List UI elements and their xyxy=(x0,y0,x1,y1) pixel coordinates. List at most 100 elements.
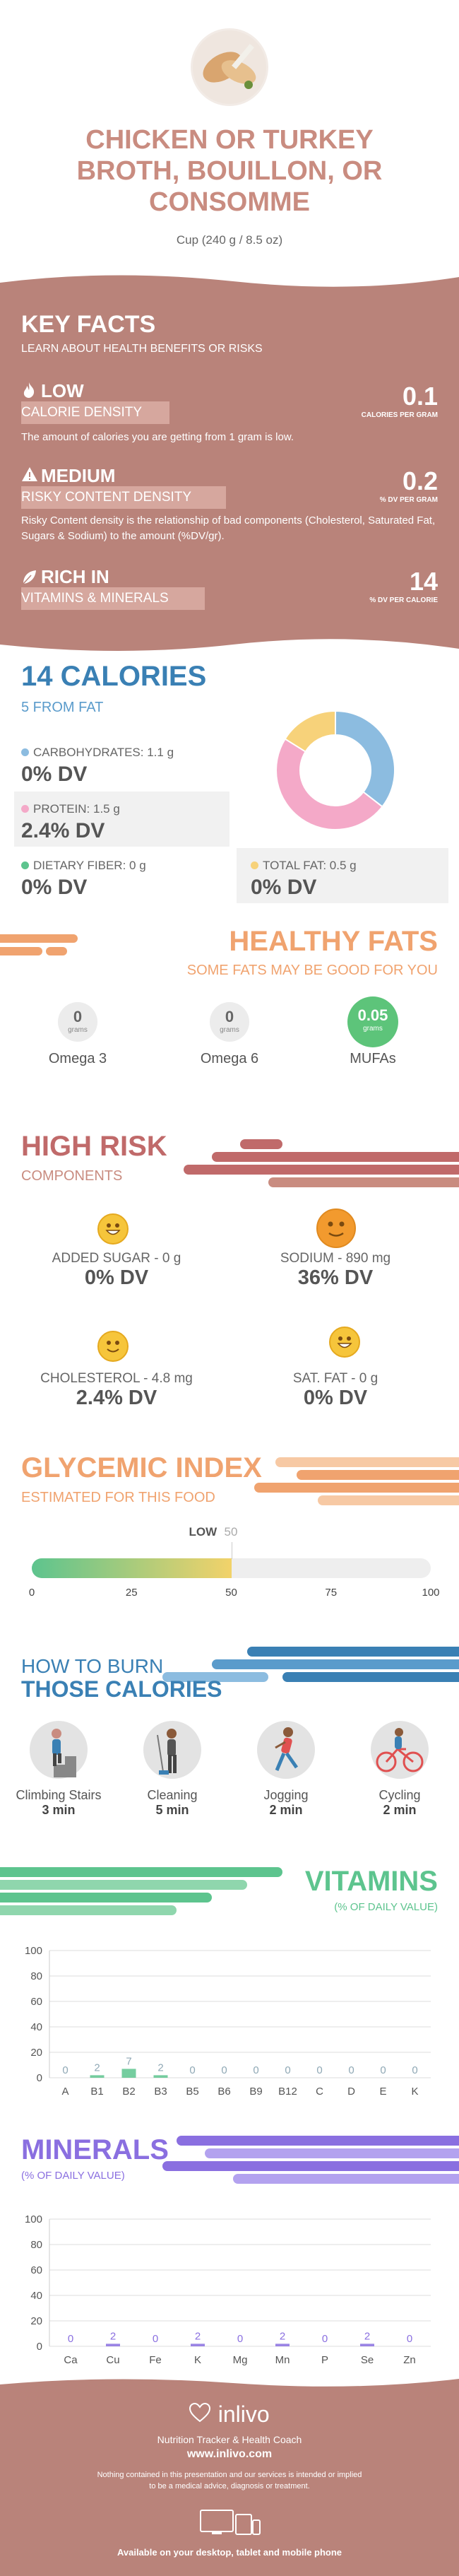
data-label: 0 xyxy=(62,2064,68,2076)
nutrient-dv: 2.4% DV xyxy=(21,819,105,842)
mufas-circle: 0.05 grams xyxy=(347,996,398,1047)
x-tick-label: E xyxy=(379,2086,386,2098)
grams-unit: grams xyxy=(68,1026,88,1034)
x-tick-label: Mg xyxy=(233,2354,248,2366)
activity-time: 2 min xyxy=(383,1803,417,1817)
x-tick-label: P xyxy=(321,2354,328,2366)
decor-stripe xyxy=(162,2161,459,2171)
data-label: 0 xyxy=(237,2333,243,2345)
x-tick-label: B5 xyxy=(186,2086,198,2098)
bar xyxy=(106,2343,120,2346)
activity-time: 5 min xyxy=(155,1803,189,1817)
glycemic-tick: 100 xyxy=(422,1587,440,1599)
key-facts-title: KEY FACTS xyxy=(21,311,156,338)
key-facts-subtitle: LEARN ABOUT HEALTH BENEFITS OR RISKS xyxy=(21,343,263,355)
risk-dv: 36% DV xyxy=(297,1266,374,1289)
nutrient-highlight xyxy=(14,792,230,847)
data-label: 0 xyxy=(348,2064,354,2076)
x-tick-label: K xyxy=(194,2354,201,2366)
warning-icon xyxy=(21,466,37,482)
rich-in-band: VITAMINS & MINERALS xyxy=(21,587,205,610)
y-tick-label: 0 xyxy=(37,2341,42,2353)
climbing-stairs-icon xyxy=(30,1721,88,1779)
risk-added-sugar: ADDED SUGAR - 0 g 0% DV xyxy=(11,1251,222,1290)
bar xyxy=(191,2343,205,2346)
glycemic-level: LOW xyxy=(189,1525,217,1539)
food-title-line-1: CHICKEN OR TURKEY xyxy=(85,125,374,155)
jogging-icon xyxy=(257,1721,315,1779)
fat-dot xyxy=(251,861,258,869)
omega6-value: 0 xyxy=(225,1008,234,1025)
activity-name: Jogging xyxy=(263,1788,309,1802)
donut-slice-carbohydrates xyxy=(335,710,395,808)
wave-divider xyxy=(0,639,459,657)
data-label: 0 xyxy=(316,2064,322,2076)
nutrient-dv: 0% DV xyxy=(251,876,317,899)
x-tick-label: B9 xyxy=(249,2086,262,2098)
wave-divider xyxy=(0,2375,459,2387)
calories-title: 14 CALORIES xyxy=(21,661,207,692)
bar xyxy=(360,2343,374,2346)
risk-label: SODIUM - 890 mg xyxy=(280,1251,391,1266)
vitamins-subtitle: (% OF DAILY VALUE) xyxy=(334,1901,438,1913)
risk-sodium: SODIUM - 890 mg 36% DV xyxy=(230,1251,441,1290)
decor-stripe xyxy=(254,1483,459,1493)
calorie-density-level: LOW xyxy=(41,380,84,401)
data-label: 2 xyxy=(195,2330,201,2342)
data-label: 2 xyxy=(110,2330,116,2342)
decor-stripe xyxy=(247,1647,459,1657)
brand-name: inlivo xyxy=(217,2401,270,2427)
risk-dv: 0% DV xyxy=(303,1387,368,1409)
x-tick-label: B6 xyxy=(217,2086,230,2098)
risk-label: SAT. FAT - 0 g xyxy=(292,1371,378,1386)
footer-url[interactable]: www.inlivo.com xyxy=(186,2448,273,2460)
decor-stripe xyxy=(162,1672,268,1682)
data-label: 0 xyxy=(189,2064,195,2076)
high-risk-subtitle: COMPONENTS xyxy=(21,1168,123,1184)
data-label: 7 xyxy=(126,2055,131,2067)
y-tick-label: 100 xyxy=(25,2213,42,2225)
food-title-line-3: CONSOMME xyxy=(149,187,310,217)
nutrient-label: TOTAL FAT: 0.5 g xyxy=(263,859,357,872)
donut-slice-fat xyxy=(284,710,336,753)
nutrient-label: DIETARY FIBER: 0 g xyxy=(33,859,146,872)
leaf-icon xyxy=(21,569,37,584)
cycling-icon xyxy=(371,1721,429,1779)
food-title-line-2: BROTH, BOUILLON, OR xyxy=(76,156,383,186)
y-tick-label: 0 xyxy=(37,2072,42,2084)
healthy-fats-title: HEALTHY FATS xyxy=(229,926,438,957)
rich-in-value: 14 xyxy=(409,567,438,596)
burn-title-1: HOW TO BURN xyxy=(21,1655,164,1677)
risk-dv: 0% DV xyxy=(84,1266,149,1289)
x-tick-label: Se xyxy=(361,2354,374,2366)
glycemic-tick: 0 xyxy=(28,1587,35,1599)
y-tick-label: 40 xyxy=(30,2290,42,2302)
data-label: 0 xyxy=(407,2333,412,2345)
risky-content-description: Risky Content density is the relationshi… xyxy=(21,514,436,542)
donut-slice-protein xyxy=(275,738,383,830)
x-tick-label: D xyxy=(347,2086,355,2098)
glycemic-subtitle: ESTIMATED FOR THIS FOOD xyxy=(21,1490,215,1505)
y-tick-label: 80 xyxy=(30,1970,42,1982)
decor-stripe xyxy=(0,1867,282,1877)
decor-stripe xyxy=(297,1470,459,1480)
nutrient-highlight xyxy=(237,848,448,903)
risky-content-level: MEDIUM xyxy=(41,465,116,486)
rich-in-label: VITAMINS & MINERALS xyxy=(21,591,169,606)
header: CHICKEN OR TURKEY BROTH, BOUILLON, OR CO… xyxy=(0,0,459,276)
risk-sat-fat: SAT. FAT - 0 g 0% DV xyxy=(230,1371,441,1410)
data-label: 0 xyxy=(285,2064,290,2076)
bar xyxy=(90,2075,105,2078)
x-tick-label: B2 xyxy=(122,2086,135,2098)
decor-stripe xyxy=(233,2174,459,2184)
happy-face-icon xyxy=(97,1213,129,1245)
glycemic-tick: 75 xyxy=(325,1587,338,1599)
decor-stripe xyxy=(268,1177,459,1187)
healthy-fats-subtitle: SOME FATS MAY BE GOOD FOR YOU xyxy=(186,963,438,978)
serving-size: Cup (240 g / 8.5 oz) xyxy=(176,233,283,247)
decor-stripe xyxy=(0,947,42,955)
risky-content-value: 0.2 xyxy=(402,466,438,495)
risk-cholesterol: CHOLESTEROL - 4.8 mg 2.4% DV xyxy=(11,1371,222,1410)
nutrient-dv: 0% DV xyxy=(21,763,88,786)
